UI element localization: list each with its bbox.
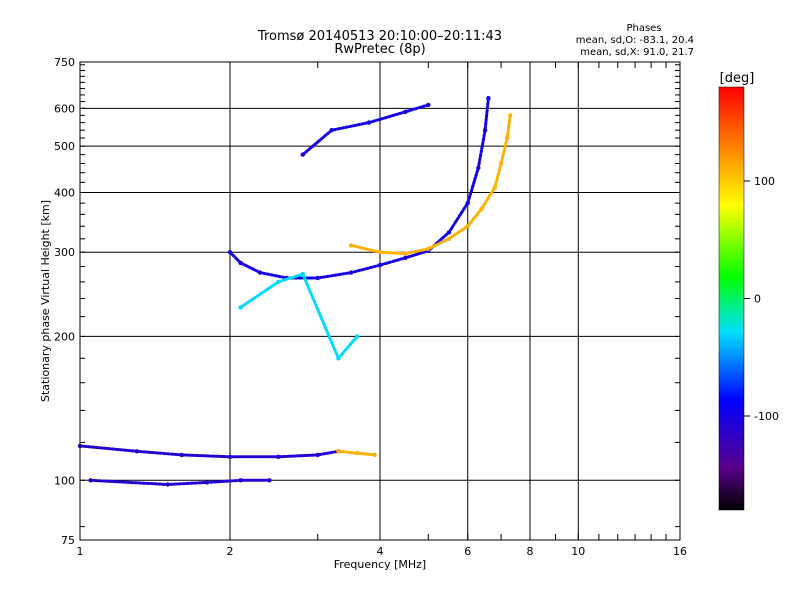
data-point xyxy=(134,449,139,454)
data-point xyxy=(179,452,184,458)
phases-x-line: mean, sd,X: 91.0, 21.7 xyxy=(580,47,694,58)
data-point xyxy=(355,450,360,456)
data-point xyxy=(355,334,360,339)
data-point xyxy=(227,454,233,459)
chart-subtitle: RwPretec (8p) xyxy=(334,42,425,57)
data-point xyxy=(479,206,484,211)
data-point xyxy=(403,251,408,256)
data-point xyxy=(336,449,341,454)
data-point xyxy=(498,161,504,166)
data-point xyxy=(227,250,233,255)
data-point xyxy=(446,230,452,235)
x-tick-label: 4 xyxy=(377,545,384,558)
data-point xyxy=(508,113,513,118)
trace-line xyxy=(78,444,340,459)
data-point xyxy=(377,262,383,268)
y-tick-label: 75 xyxy=(61,534,75,547)
colorbar xyxy=(718,86,745,511)
data-point xyxy=(465,200,470,206)
colorbar-tick-label: -100 xyxy=(754,410,779,423)
x-tick-label: 16 xyxy=(673,545,687,558)
x-tick-label: 6 xyxy=(464,545,471,558)
data-point xyxy=(165,482,170,487)
data-point xyxy=(505,135,510,141)
data-point xyxy=(238,305,243,310)
data-point xyxy=(276,454,281,459)
data-point xyxy=(329,128,334,133)
y-tick-label: 750 xyxy=(54,56,75,69)
data-point xyxy=(315,452,320,458)
data-point xyxy=(315,275,320,281)
data-point xyxy=(300,271,305,277)
x-tick-label: 10 xyxy=(571,545,585,558)
data-point xyxy=(276,279,281,285)
data-point xyxy=(446,236,452,241)
chart-title: Tromsø 20140513 20:10:00–20:11:43 xyxy=(257,29,502,44)
y-axis-label: Stationary phase Virtual Height [km] xyxy=(39,200,52,402)
grid-lines xyxy=(80,62,680,540)
y-tick-label: 400 xyxy=(54,186,75,199)
trace-line xyxy=(349,113,512,256)
data-point xyxy=(348,270,354,275)
data-point xyxy=(403,255,408,260)
tick-labels: 1 2 4 6 8 10 16 75 100 200 300 400 500 600 750 xyxy=(54,56,687,558)
plot-frame xyxy=(79,61,681,541)
colorbar-tick-label: 0 xyxy=(754,293,761,306)
data-point xyxy=(300,152,305,157)
data-point xyxy=(205,480,210,485)
y-tick-label: 500 xyxy=(54,140,75,153)
y-tick-label: 600 xyxy=(54,102,75,115)
data-point xyxy=(426,102,431,108)
phases-o-line: mean, sd,O: -83.1, 20.4 xyxy=(576,35,694,46)
trace-line xyxy=(239,272,359,360)
data-point xyxy=(403,109,408,115)
colorbar-ticks: 100 0 -100 xyxy=(744,175,779,423)
colorbar-tick-label: 100 xyxy=(754,175,775,188)
colorbar-label: [deg] xyxy=(720,71,755,86)
trace-line xyxy=(301,103,430,157)
y-tick-label: 200 xyxy=(54,330,75,343)
data-point xyxy=(476,165,481,171)
data-point xyxy=(267,478,272,483)
data-point xyxy=(465,224,470,229)
x-tick-label: 1 xyxy=(77,545,84,558)
data-point xyxy=(88,478,93,483)
data-points xyxy=(77,96,513,487)
x-axis-label: Frequency [MHz] xyxy=(334,558,426,571)
x-tick-label: 2 xyxy=(227,545,234,558)
y-tick-label: 300 xyxy=(54,246,75,259)
data-point xyxy=(348,243,354,248)
data-point xyxy=(372,452,377,458)
phases-title: Phases xyxy=(626,23,661,34)
data-point xyxy=(238,260,243,266)
data-point xyxy=(482,128,488,133)
data-point xyxy=(377,250,383,255)
data-point xyxy=(426,246,431,251)
data-point xyxy=(258,270,263,275)
data-point xyxy=(486,96,491,101)
data-point xyxy=(366,120,372,125)
data-point xyxy=(336,356,341,361)
data-point xyxy=(492,185,497,190)
data-point xyxy=(238,478,243,483)
trace-line xyxy=(228,96,490,280)
x-tick-label: 8 xyxy=(527,545,534,558)
y-tick-label: 100 xyxy=(54,474,75,487)
